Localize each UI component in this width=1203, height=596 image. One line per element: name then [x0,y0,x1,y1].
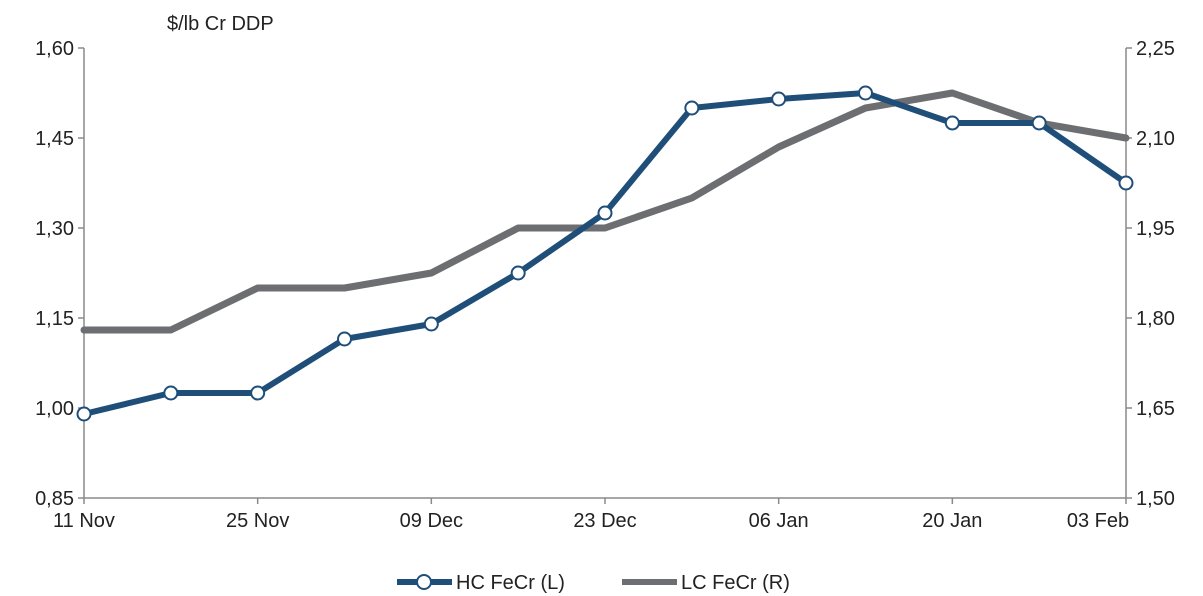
x-tick-label: 20 Jan [922,510,982,532]
left-y-tick-label: 1,00 [35,398,74,420]
hc-fecr-point [858,85,873,101]
lc-fecr-line [80,89,1130,334]
hc-fecr-point [1118,175,1134,191]
left-y-tick-label: 1,60 [35,38,74,60]
hc-fecr-point [337,331,352,347]
hc-fecr-point [163,385,179,401]
hc-fecr-point [510,265,526,281]
hc-fecr-point [684,100,700,116]
right-y-tick-label: 1,95 [1136,218,1175,240]
hc-fecr-point [1031,115,1047,131]
x-tick-label: 11 Nov [53,510,115,532]
hc-fecr-line [81,90,1129,417]
hc-fecr-point [250,385,266,401]
hc-fecr-point [423,316,439,332]
left-axis-title: $/lb Cr DDP [167,13,274,35]
hc-fecr-point [944,115,960,131]
right-y-tick-label: 1,65 [1136,398,1175,420]
legend-hc-label: HC FeCr (L) [456,572,565,594]
x-tick-label: 25 Nov [226,510,289,532]
right-y-tick-label: 2,10 [1136,128,1175,150]
x-tick-label: 03 Feb [1067,510,1129,532]
left-y-tick-label: 0,85 [35,488,74,510]
left-y-tick-label: 1,30 [35,218,74,240]
legend: HC FeCr (L) LC FeCr (R) [397,572,790,594]
hc-fecr-point [597,205,613,221]
x-tick-label: 09 Dec [400,510,463,532]
left-y-tick-label: 1,45 [35,128,74,150]
hc-fecr-point [76,406,92,422]
hc-fecr-point [771,91,787,107]
left-y-tick-label: 1,15 [35,308,74,330]
right-y-tick-label: 2,25 [1136,38,1175,60]
hc-fecr-series [76,85,1134,422]
lc-fecr-series [80,89,1130,334]
legend-hc-swatch-marker [416,574,432,590]
right-y-tick-label: 1,50 [1136,488,1175,510]
x-tick-label: 23 Dec [573,510,636,532]
right-y-tick-label: 1,80 [1136,308,1175,330]
legend-lc-label: LC FeCr (R) [681,572,790,594]
axes-group: 0,85 1,00 1,15 1,30 1,45 1,60 1,50 1,65 1,80 1,95… [35,38,1175,532]
x-tick-label: 06 Jan [749,510,809,532]
